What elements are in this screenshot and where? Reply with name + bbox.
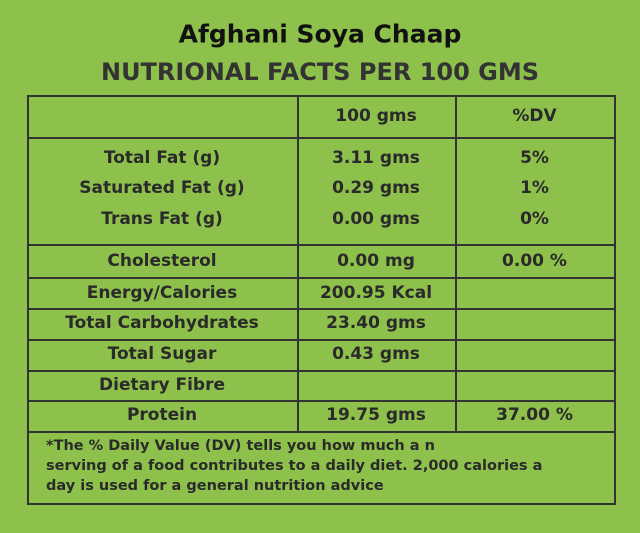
column-line (297, 95, 299, 431)
row-line (27, 277, 616, 279)
footnote: day is used for a general nutrition advi… (46, 478, 384, 494)
column-line (455, 95, 457, 431)
cell: 3.11 gms (332, 148, 420, 168)
cell: 0.00 mg (337, 251, 415, 271)
header-cell: %DV (512, 106, 557, 126)
row-line (27, 400, 616, 402)
cell: 0.00 % (502, 251, 567, 271)
cell: Total Fat (g) (103, 148, 221, 168)
cell: Total Sugar (107, 344, 217, 364)
cell: 0.29 gms (332, 178, 420, 198)
cell: 0% (520, 209, 549, 229)
cell: Dietary Fibre (99, 375, 225, 395)
row-line (27, 503, 616, 505)
cell: 1% (520, 178, 549, 198)
cell: 0.43 gms (332, 344, 420, 364)
column-line (614, 95, 616, 503)
cell: Total Carbohydrates (65, 313, 259, 333)
cell: 200.95 Kcal (319, 283, 433, 303)
row-line (27, 137, 616, 139)
row-line (27, 339, 616, 341)
cell: 0.00 gms (332, 209, 420, 229)
cell: Cholesterol (107, 251, 217, 271)
cell: 37.00 % (496, 405, 573, 425)
header-cell: 100 gms (335, 106, 417, 126)
row-line (27, 308, 616, 310)
footnote: serving of a food contributes to a daily… (46, 458, 543, 474)
subtitle: NUTRIONAL FACTS PER 100 GMS (100, 58, 540, 86)
cell: 5% (520, 148, 549, 168)
cell: Saturated Fat (g) (79, 178, 245, 198)
cell: Protein (126, 405, 198, 425)
cell: Energy/Calories (86, 283, 238, 303)
cell: 19.75 gms (326, 405, 426, 425)
row-line (27, 244, 616, 246)
column-line (27, 95, 29, 503)
footnote: *The % Daily Value (DV) tells you how mu… (46, 438, 435, 454)
title: Afghani Soya Chaap (178, 19, 462, 49)
row-line (27, 431, 616, 433)
row-line (27, 370, 616, 372)
cell: 23.40 gms (326, 313, 426, 333)
cell: Trans Fat (g) (101, 209, 223, 229)
row-line (27, 95, 616, 97)
